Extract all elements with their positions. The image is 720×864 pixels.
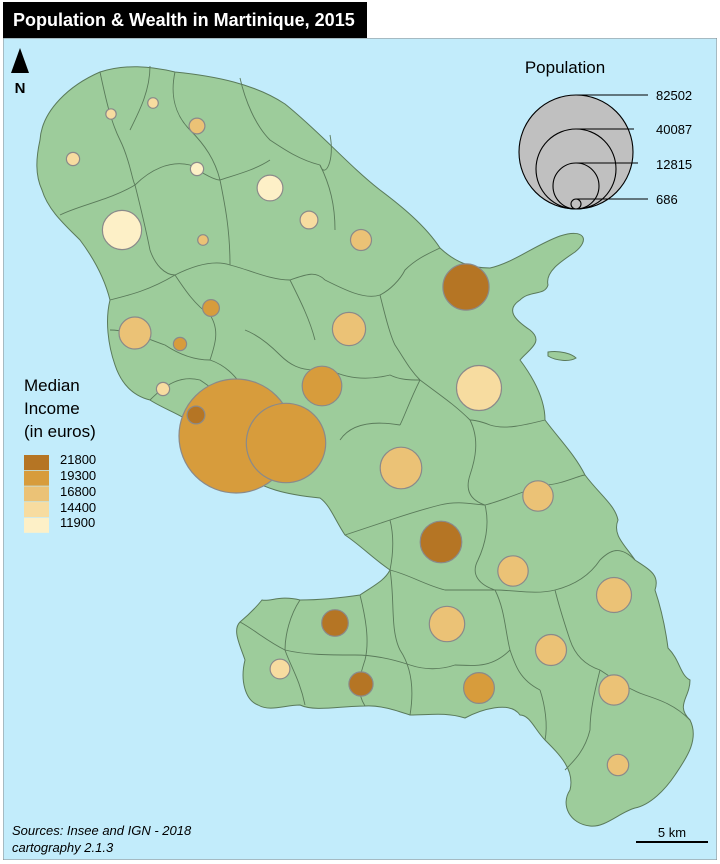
- scale-bar-label: 5 km: [658, 825, 686, 840]
- island-land: [36, 66, 694, 827]
- commune-symbol: [348, 671, 374, 697]
- commune-symbol: [269, 658, 291, 680]
- income-legend-title-3: (in euros): [24, 422, 96, 441]
- commune-symbol: [245, 402, 327, 484]
- income-legend-swatches: [24, 455, 49, 533]
- island-islet: [547, 351, 577, 361]
- commune-symbol: [463, 671, 496, 704]
- income-legend-title-2: Income: [24, 399, 80, 418]
- population-value-686: 686: [656, 192, 678, 207]
- map-frame: N Population 82502 40087 12815 686 Media…: [3, 38, 717, 860]
- income-class-14400: 14400: [60, 500, 96, 515]
- commune-symbol: [105, 108, 117, 120]
- population-value-82502: 82502: [656, 88, 692, 103]
- north-arrow-icon: N: [11, 48, 29, 97]
- population-legend-title: Population: [525, 58, 605, 77]
- sources-line: Sources: Insee and IGN - 2018: [12, 823, 192, 838]
- commune-symbol: [188, 117, 206, 135]
- commune-symbol: [186, 405, 206, 425]
- income-legend-title-1: Median: [24, 376, 80, 395]
- island-north-land: [36, 66, 694, 827]
- commune-symbol: [202, 299, 221, 318]
- commune-symbol: [172, 336, 188, 352]
- commune-symbol: [155, 381, 171, 397]
- income-legend: Median Income (in euros) 21800 19300 168…: [24, 376, 96, 533]
- population-value-40087: 40087: [656, 122, 692, 137]
- income-class-16800: 16800: [60, 484, 96, 499]
- income-swatch-21800: [24, 455, 49, 470]
- commune-symbol: [118, 316, 152, 350]
- map-title: Population & Wealth in Martinique, 2015: [3, 2, 367, 38]
- income-swatch-14400: [24, 502, 49, 518]
- income-swatch-16800: [24, 486, 49, 502]
- commune-symbol: [349, 228, 373, 252]
- commune-symbol: [301, 365, 343, 407]
- population-legend: Population 82502 40087 12815 686: [518, 58, 692, 210]
- commune-symbol: [331, 311, 367, 347]
- population-legend-leaders: [576, 94, 648, 200]
- commune-symbol: [442, 263, 490, 311]
- commune-symbol: [65, 151, 81, 167]
- population-legend-circles: [518, 94, 634, 210]
- scale-bar: 5 km: [636, 825, 708, 843]
- population-value-12815: 12815: [656, 157, 692, 172]
- commune-symbol: [428, 605, 466, 643]
- commune-symbol: [455, 364, 503, 412]
- commune-symbol: [598, 674, 630, 706]
- commune-symbol: [321, 609, 349, 637]
- commune-symbol: [606, 753, 630, 777]
- cartography-line: cartography 2.1.3: [12, 840, 114, 855]
- income-class-21800: 21800: [60, 452, 96, 467]
- commune-symbol: [379, 446, 423, 490]
- income-swatch-11900: [24, 517, 49, 533]
- population-symbols: [65, 97, 633, 777]
- commune-symbol: [197, 234, 209, 246]
- commune-symbol: [299, 210, 319, 230]
- income-class-19300: 19300: [60, 468, 96, 483]
- north-label: N: [15, 80, 26, 97]
- commune-symbol: [256, 174, 284, 202]
- commune-symbol: [595, 576, 633, 614]
- income-class-11900: 11900: [60, 515, 95, 530]
- commune-symbol: [419, 520, 463, 564]
- legend-circle-82502: [518, 94, 634, 210]
- commune-symbol: [101, 209, 143, 251]
- income-swatch-19300: [24, 470, 49, 486]
- commune-symbol: [147, 97, 159, 109]
- commune-symbol: [189, 161, 205, 177]
- commune-symbol: [534, 633, 568, 667]
- commune-symbol: [497, 555, 529, 587]
- commune-symbol: [522, 480, 554, 512]
